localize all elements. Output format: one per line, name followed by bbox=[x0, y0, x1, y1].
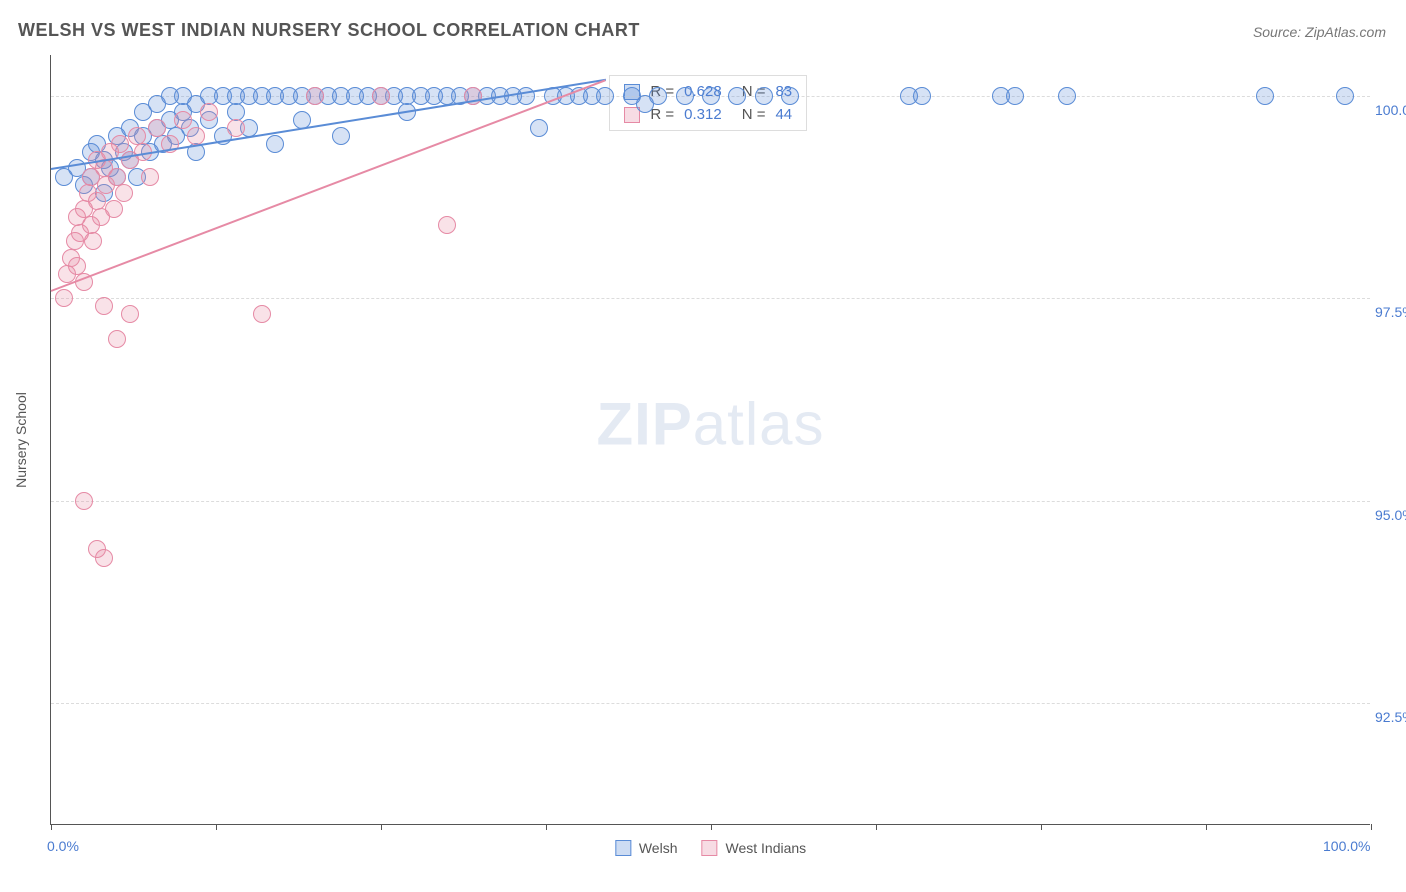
swatch-west-indians bbox=[701, 840, 717, 856]
y-tick-label: 95.0% bbox=[1375, 507, 1406, 523]
scatter-point bbox=[306, 87, 324, 105]
scatter-point bbox=[781, 87, 799, 105]
scatter-point bbox=[1058, 87, 1076, 105]
scatter-plot: Nursery School ZIPatlas R =0.628N =83R =… bbox=[50, 55, 1370, 825]
x-tick bbox=[876, 824, 877, 830]
scatter-point bbox=[121, 305, 139, 323]
x-tick-label: 100.0% bbox=[1323, 838, 1370, 854]
x-tick bbox=[546, 824, 547, 830]
scatter-point bbox=[1006, 87, 1024, 105]
y-tick-label: 100.0% bbox=[1375, 102, 1406, 118]
scatter-point bbox=[372, 87, 390, 105]
scatter-point bbox=[332, 127, 350, 145]
y-tick-label: 97.5% bbox=[1375, 304, 1406, 320]
scatter-point bbox=[75, 492, 93, 510]
scatter-point bbox=[227, 119, 245, 137]
scatter-point bbox=[676, 87, 694, 105]
gridline bbox=[51, 703, 1370, 704]
legend-label-wi: West Indians bbox=[725, 840, 806, 856]
swatch-welsh bbox=[615, 840, 631, 856]
scatter-point bbox=[115, 184, 133, 202]
scatter-point bbox=[1336, 87, 1354, 105]
y-axis-title: Nursery School bbox=[13, 392, 29, 488]
scatter-point bbox=[95, 549, 113, 567]
scatter-point bbox=[253, 305, 271, 323]
scatter-point bbox=[530, 119, 548, 137]
scatter-point bbox=[148, 119, 166, 137]
scatter-point bbox=[1256, 87, 1274, 105]
legend-item-wi: West Indians bbox=[701, 840, 806, 856]
y-tick-label: 92.5% bbox=[1375, 709, 1406, 725]
legend-item-welsh: Welsh bbox=[615, 840, 678, 856]
scatter-point bbox=[596, 87, 614, 105]
x-tick bbox=[216, 824, 217, 830]
scatter-point bbox=[438, 216, 456, 234]
x-tick bbox=[381, 824, 382, 830]
x-tick-label: 0.0% bbox=[47, 838, 79, 854]
chart-title: WELSH VS WEST INDIAN NURSERY SCHOOL CORR… bbox=[18, 20, 640, 41]
source-label: Source: ZipAtlas.com bbox=[1253, 24, 1386, 40]
scatter-point bbox=[649, 87, 667, 105]
scatter-point bbox=[200, 103, 218, 121]
x-tick bbox=[1041, 824, 1042, 830]
legend: Welsh West Indians bbox=[615, 840, 806, 856]
scatter-point bbox=[141, 168, 159, 186]
scatter-point bbox=[728, 87, 746, 105]
scatter-point bbox=[95, 297, 113, 315]
scatter-point bbox=[187, 127, 205, 145]
gridline bbox=[51, 298, 1370, 299]
scatter-point bbox=[105, 200, 123, 218]
x-tick bbox=[711, 824, 712, 830]
scatter-point bbox=[108, 330, 126, 348]
scatter-point bbox=[111, 135, 129, 153]
scatter-point bbox=[755, 87, 773, 105]
scatter-point bbox=[517, 87, 535, 105]
x-tick bbox=[1371, 824, 1372, 830]
scatter-point bbox=[174, 111, 192, 129]
scatter-point bbox=[913, 87, 931, 105]
scatter-point bbox=[266, 135, 284, 153]
scatter-point bbox=[88, 192, 106, 210]
legend-label-welsh: Welsh bbox=[639, 840, 678, 856]
watermark: ZIPatlas bbox=[596, 390, 824, 459]
x-tick bbox=[51, 824, 52, 830]
gridline bbox=[51, 501, 1370, 502]
scatter-point bbox=[84, 232, 102, 250]
scatter-point bbox=[55, 289, 73, 307]
scatter-point bbox=[702, 87, 720, 105]
x-tick bbox=[1206, 824, 1207, 830]
